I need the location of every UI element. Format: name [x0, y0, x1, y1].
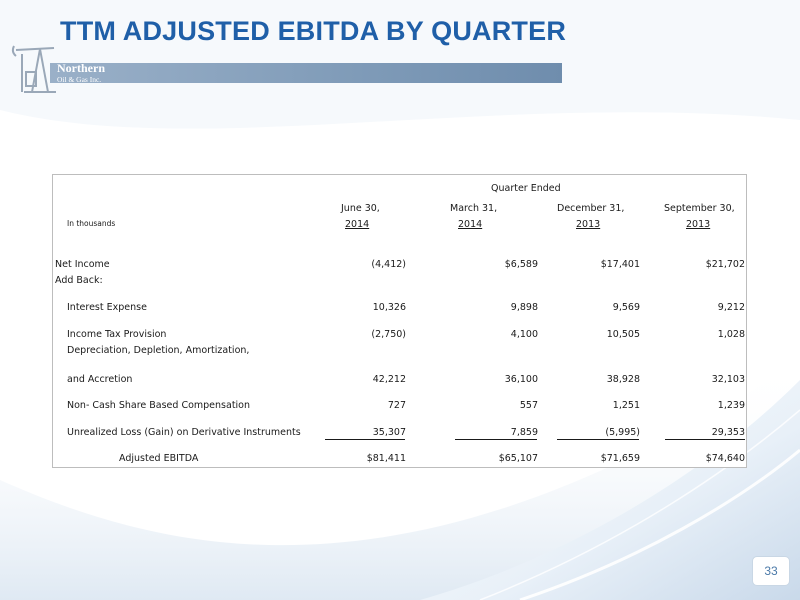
ebitda-table: Quarter Ended In thousands June 30, 2014…	[52, 174, 747, 468]
cell-value: $21,702	[705, 259, 745, 270]
cell-value: 29,353	[711, 427, 745, 438]
col-header-year: 2013	[686, 219, 711, 230]
cell-value: 4,100	[510, 329, 538, 340]
cell-value: 7,859	[510, 427, 538, 438]
cell-value: 36,100	[504, 374, 538, 385]
row-label: Unrealized Loss (Gain) on Derivative Ins…	[67, 427, 301, 438]
cell-value: 9,212	[717, 302, 745, 313]
col-header-year: 2013	[576, 219, 601, 230]
cell-value: 1,028	[717, 329, 745, 340]
col-header-year: 2014	[345, 219, 370, 230]
total-value: $65,107	[498, 453, 538, 464]
cell-value: 10,326	[372, 302, 406, 313]
subtotal-rule	[325, 439, 405, 440]
cell-value: 9,898	[510, 302, 538, 313]
cell-value: (5,995)	[605, 427, 640, 438]
cell-value: 32,103	[711, 374, 745, 385]
title-band	[50, 63, 562, 83]
row-label: Depreciation, Depletion, Amortization,	[67, 345, 250, 356]
group-header: Quarter Ended	[491, 183, 561, 194]
cell-value: 1,239	[717, 400, 745, 411]
cell-value: 1,251	[612, 400, 640, 411]
total-value: $71,659	[600, 453, 640, 464]
row-label: Add Back:	[55, 275, 103, 286]
col-header-line1: September 30,	[664, 203, 735, 214]
cell-value: (4,412)	[371, 259, 406, 270]
total-value: $74,640	[705, 453, 745, 464]
subtotal-rule	[557, 439, 639, 440]
col-header-line1: March 31,	[450, 203, 498, 214]
logo-subname: Oil & Gas Inc.	[57, 75, 102, 84]
page-number-badge: 33	[752, 556, 790, 586]
units-label: In thousands	[67, 219, 116, 228]
row-label: Net Income	[55, 259, 110, 270]
cell-value: 727	[387, 400, 406, 411]
row-label: Non- Cash Share Based Compensation	[67, 400, 251, 411]
subtotal-rule	[665, 439, 745, 440]
cell-value: 557	[519, 400, 538, 411]
col-header-line1: June 30,	[341, 203, 380, 214]
col-header-year: 2014	[458, 219, 483, 230]
oil-pump-jack-icon	[11, 45, 56, 93]
col-header-line1: December 31,	[557, 203, 625, 214]
cell-value: 35,307	[372, 427, 406, 438]
cell-value: 42,212	[372, 374, 406, 385]
cell-value: (2,750)	[371, 329, 406, 340]
cell-value: 10,505	[606, 329, 640, 340]
row-label: Interest Expense	[67, 302, 147, 313]
total-value: $81,411	[366, 453, 406, 464]
cell-value: 9,569	[612, 302, 640, 313]
cell-value: 38,928	[606, 374, 640, 385]
row-label: and Accretion	[67, 374, 133, 385]
row-label: Income Tax Provision	[67, 329, 167, 340]
cell-value: $17,401	[600, 259, 640, 270]
slide-title: TTM ADJUSTED EBITDA BY QUARTER	[60, 16, 567, 46]
subtotal-rule	[455, 439, 537, 440]
total-row-label: Adjusted EBITDA	[119, 453, 199, 464]
cell-value: $6,589	[504, 259, 538, 270]
logo-name: Northern	[57, 61, 105, 75]
